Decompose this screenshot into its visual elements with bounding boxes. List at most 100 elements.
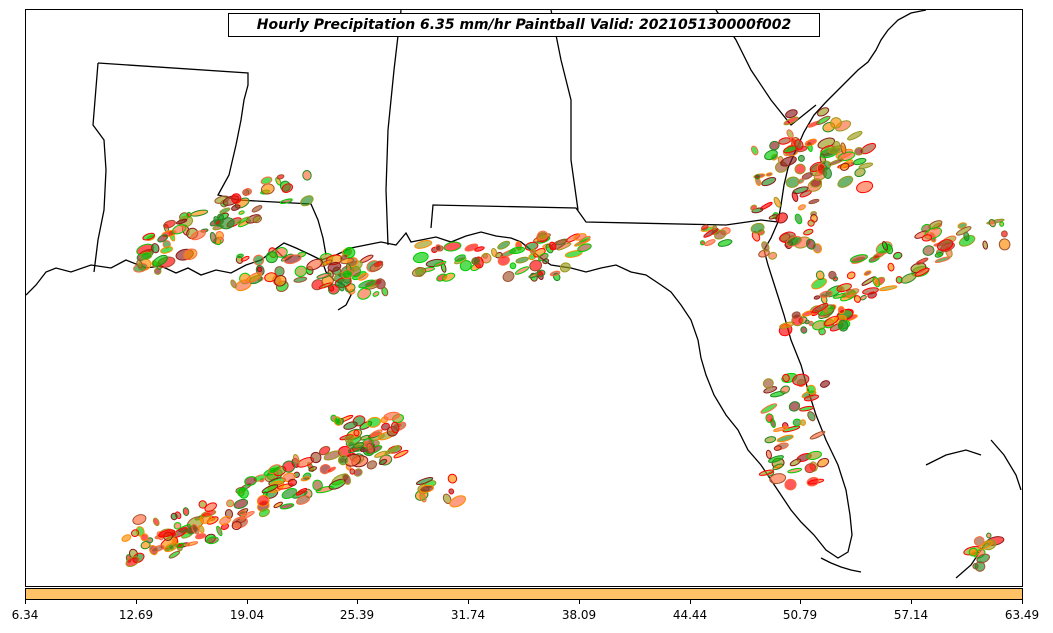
- bahamas-coast: [925, 449, 982, 466]
- paintball-blob: [357, 287, 372, 300]
- paintball-blob: [152, 254, 168, 267]
- paintball-blob: [497, 240, 511, 250]
- paintball-blob: [773, 196, 781, 208]
- paintball-blob: [295, 487, 308, 496]
- paintball-blob: [791, 311, 801, 319]
- paintball-blob: [251, 205, 263, 213]
- paintball-blob: [548, 241, 557, 251]
- paintball-blob: [349, 468, 356, 475]
- paintball-blob: [411, 267, 427, 277]
- paintball-blob: [152, 517, 160, 527]
- paintball-blob: [238, 510, 247, 515]
- paintball-blob: [922, 245, 935, 256]
- paintball-blob: [976, 553, 990, 564]
- paintball-blob: [276, 174, 285, 180]
- paintball-blob: [256, 266, 263, 273]
- paintball-blob: [190, 209, 209, 217]
- paintball-blob: [281, 183, 294, 193]
- paintball-blob: [239, 510, 255, 520]
- paintball-blob: [172, 224, 187, 235]
- paintball-blob: [333, 416, 342, 426]
- paintball-blob: [988, 218, 996, 228]
- paintball-blob: [140, 533, 149, 542]
- paintball-blob: [183, 248, 198, 261]
- paintball-blob: [175, 218, 188, 225]
- paintball-blob: [240, 255, 250, 262]
- paintball-blob: [804, 319, 810, 325]
- paintball-blob: [714, 229, 727, 240]
- paintball-blob: [186, 211, 192, 218]
- paintball-blob: [845, 288, 860, 297]
- paintball-blob: [754, 174, 761, 180]
- paintball-blob: [867, 291, 878, 299]
- paintball-blob: [338, 281, 345, 292]
- paintball-blob: [768, 455, 784, 463]
- paintball-blob: [853, 295, 861, 303]
- paintball-blob: [157, 234, 169, 243]
- paintball-blob: [474, 246, 485, 252]
- paintball-blob: [236, 216, 251, 225]
- paintball-blob: [789, 458, 802, 467]
- border-la-ms: [97, 62, 327, 256]
- paintball-blob: [529, 259, 543, 272]
- paintball-blob: [765, 172, 773, 177]
- colorbar-tick: [357, 600, 358, 604]
- paintball-blob: [986, 532, 992, 539]
- map-panel: [25, 9, 1023, 587]
- paintball-blob: [832, 276, 839, 282]
- paintball-blob: [150, 544, 165, 553]
- paintball-blob: [863, 270, 872, 276]
- paintball-blob: [701, 224, 709, 231]
- paintball-blob: [190, 230, 206, 241]
- paintball-blob: [366, 416, 381, 428]
- paintball-blob: [182, 507, 190, 516]
- colorbar-tick-label: 57.14: [893, 608, 929, 622]
- colorbar-tick-label: 63.49: [1004, 608, 1040, 622]
- paintball-blob: [173, 522, 182, 530]
- paintball-blob: [366, 460, 378, 470]
- paintball-blob: [412, 251, 429, 264]
- paintball-blob: [509, 262, 517, 270]
- paintball-blob: [758, 469, 774, 476]
- paintball-blob: [776, 434, 794, 443]
- paintball-blob: [357, 272, 369, 281]
- paintball-blob: [184, 541, 199, 547]
- paintball-blob: [132, 514, 147, 525]
- paintball-blob: [344, 435, 355, 443]
- paintball-blob: [854, 167, 866, 178]
- paintball-blob: [279, 198, 293, 204]
- paintball-blob: [258, 508, 270, 518]
- paintball-blob: [549, 270, 561, 277]
- paintball-blob: [804, 463, 817, 474]
- paintball-blob: [353, 468, 363, 477]
- map-title: Hourly Precipitation 6.35 mm/hr Paintbal…: [228, 13, 820, 37]
- paintball-blob: [812, 302, 829, 314]
- paintball-blob: [968, 547, 978, 557]
- paintball-blob: [750, 145, 759, 156]
- paintball-blob: [261, 484, 279, 494]
- paintball-blob: [509, 246, 526, 255]
- atlantic-coastline: [777, 10, 927, 223]
- paintball-blob: [699, 240, 706, 246]
- paintball-blob: [342, 473, 351, 485]
- paintball-blob: [769, 140, 780, 151]
- paintball-blob: [242, 188, 253, 196]
- paintball-blob: [806, 476, 820, 487]
- gulf-coastline: [26, 221, 853, 559]
- border-al-fl: [430, 204, 779, 229]
- paintball-blob: [784, 478, 797, 491]
- paintball-blob: [786, 235, 803, 247]
- paintball-blob: [769, 473, 787, 485]
- paintball-blob: [343, 421, 358, 430]
- paintball-blob: [820, 380, 830, 388]
- paintball-blob: [813, 295, 821, 300]
- paintball-blob: [230, 279, 237, 289]
- paintball-blob: [536, 230, 549, 241]
- paintball-blob: [837, 319, 849, 332]
- paintball-blob: [712, 225, 718, 230]
- paintball-blob: [872, 276, 881, 288]
- paintball-blob: [794, 213, 803, 225]
- paintball-blob: [341, 269, 354, 280]
- colorbar-tick: [25, 600, 26, 604]
- paintball-blob: [442, 493, 452, 504]
